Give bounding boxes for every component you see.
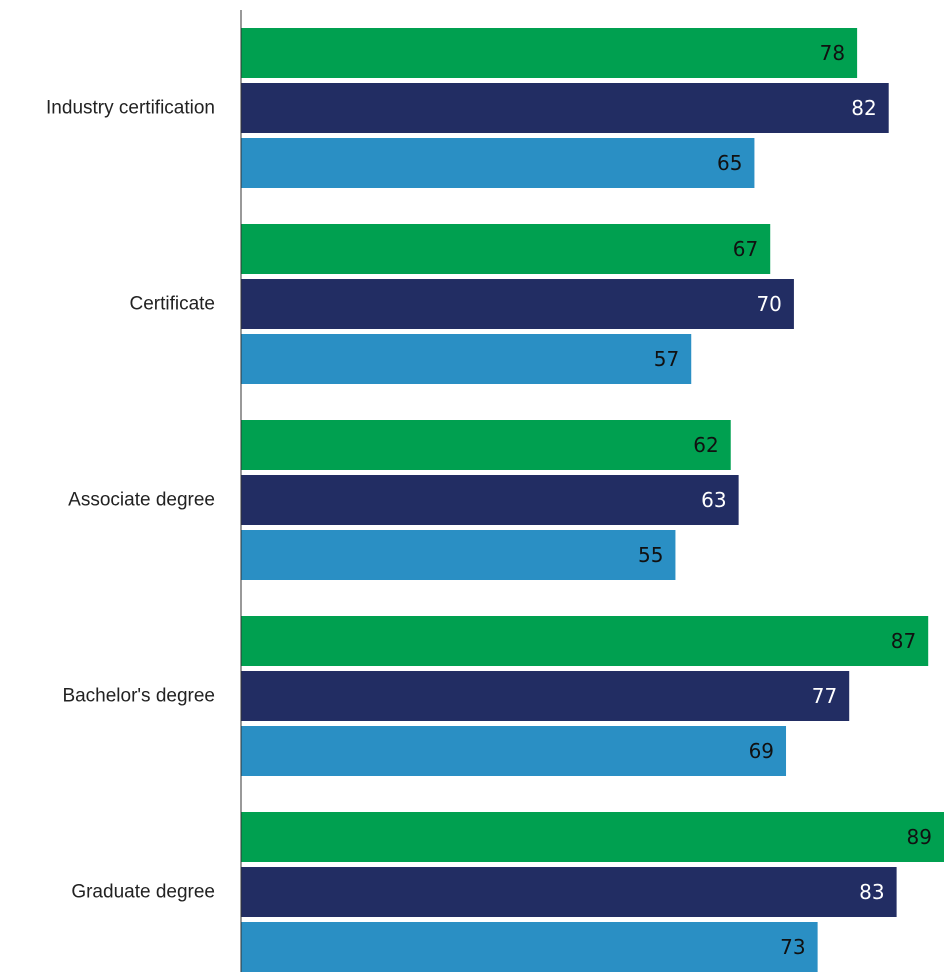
- value-label-4-1: 83: [859, 880, 884, 904]
- bar-1-0: [241, 224, 771, 274]
- value-label-1-0: 67: [733, 237, 758, 261]
- value-label-0-0: 78: [820, 41, 845, 65]
- value-label-3-0: 87: [891, 629, 916, 653]
- value-label-1-2: 57: [654, 347, 679, 371]
- value-label-4-0: 89: [907, 825, 932, 849]
- value-label-2-2: 55: [638, 543, 663, 567]
- bar-4-0: [241, 812, 944, 862]
- value-label-0-2: 65: [717, 151, 742, 175]
- category-labels: Industry certification Certificate Associa…: [46, 98, 215, 903]
- bars-layer: 78 82 65 67 70 57 62 63 55 87 77 69 89 83 73: [241, 28, 944, 972]
- bar-2-0: [241, 420, 731, 470]
- category-label-2: Associate degree: [68, 490, 215, 511]
- category-label-1: Certificate: [129, 294, 215, 315]
- bar-3-0: [241, 616, 929, 666]
- category-label-4: Graduate degree: [71, 882, 215, 903]
- category-label-0: Industry certification: [46, 98, 215, 119]
- bar-4-1: [241, 867, 897, 917]
- bar-0-2: [241, 138, 755, 188]
- value-label-3-2: 69: [749, 739, 774, 763]
- bar-0-1: [241, 83, 889, 133]
- value-label-2-1: 63: [701, 488, 726, 512]
- bar-4-2: [241, 922, 818, 972]
- bar-2-2: [241, 530, 676, 580]
- bar-3-2: [241, 726, 787, 776]
- value-label-4-2: 73: [780, 935, 805, 959]
- value-label-1-1: 70: [756, 292, 781, 316]
- value-label-2-0: 62: [693, 433, 718, 457]
- value-label-3-1: 77: [812, 684, 837, 708]
- category-label-3: Bachelor's degree: [62, 686, 215, 707]
- bar-3-1: [241, 671, 850, 721]
- bar-0-0: [241, 28, 858, 78]
- value-label-0-1: 82: [851, 96, 876, 120]
- bar-2-1: [241, 475, 739, 525]
- bar-1-2: [241, 334, 692, 384]
- bar-1-1: [241, 279, 794, 329]
